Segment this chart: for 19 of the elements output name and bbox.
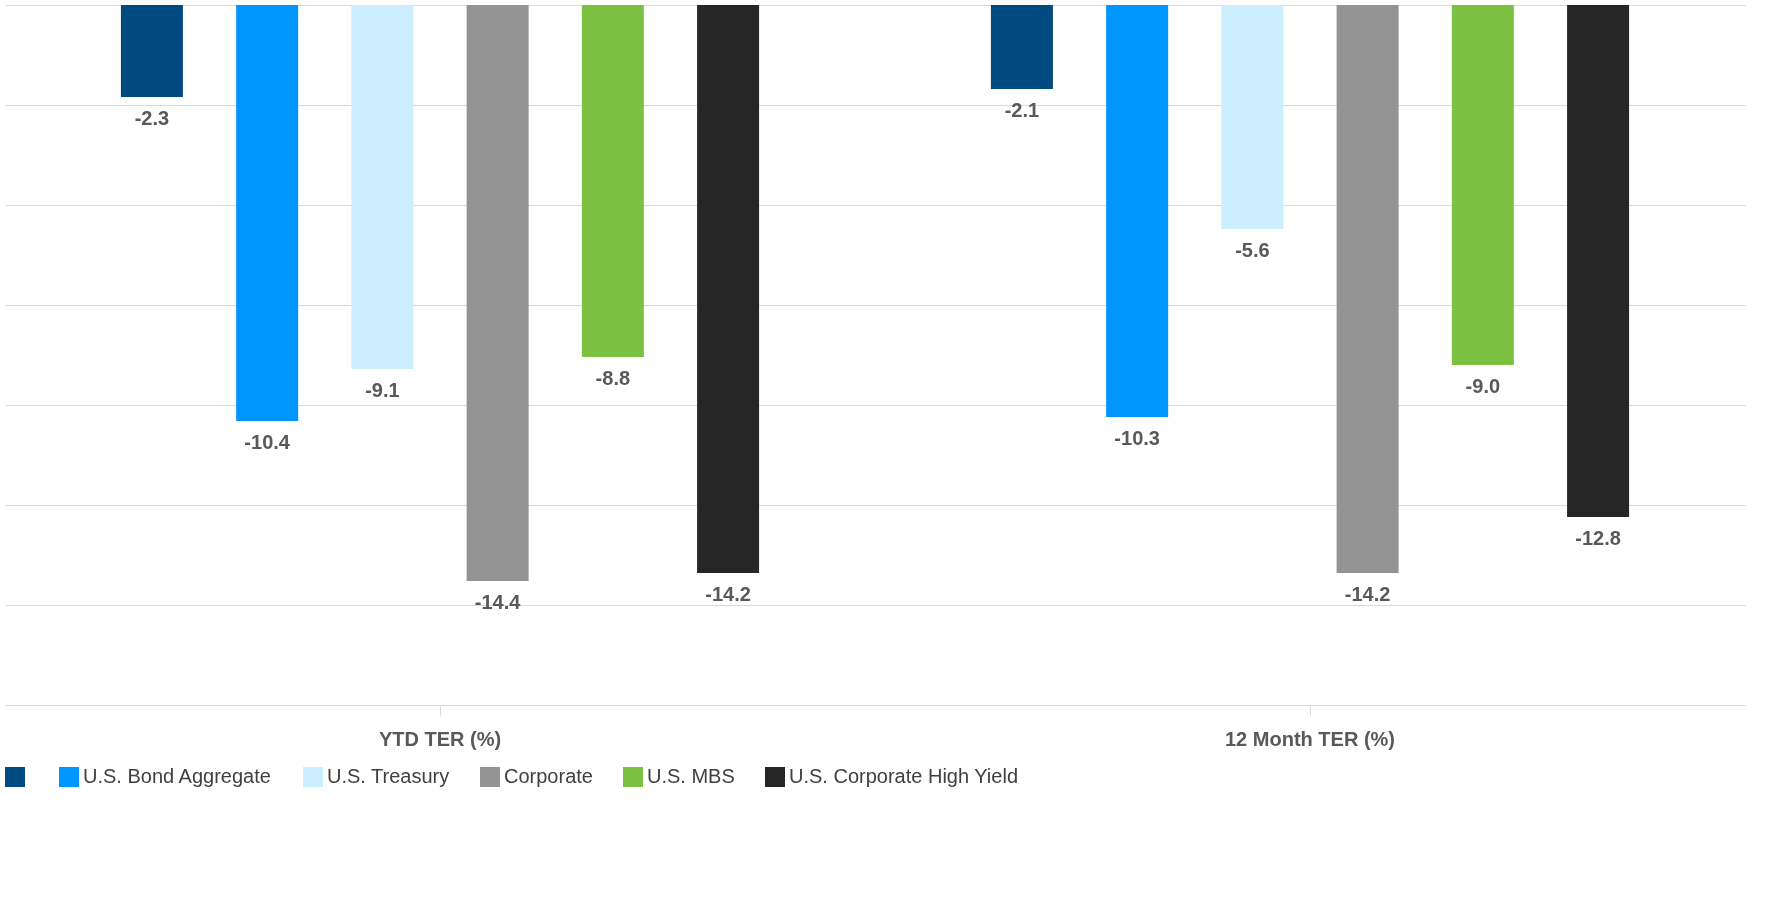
data-label: -10.4 bbox=[244, 431, 291, 453]
data-label: -2.3 bbox=[134, 107, 170, 129]
data-label: -12.8 bbox=[1575, 527, 1621, 549]
legend-label: U.S. MBS bbox=[647, 765, 735, 787]
data-label: -14.4 bbox=[474, 591, 522, 613]
data-label: -8.8 bbox=[595, 367, 631, 389]
data-label: -10.3 bbox=[1114, 427, 1160, 449]
legend-label: U.S. Bond Aggregate bbox=[83, 765, 271, 787]
legend-label: U.S. Treasury bbox=[327, 765, 450, 787]
data-label: -2.1 bbox=[1004, 99, 1040, 121]
data-label: -14.2 bbox=[1344, 583, 1391, 605]
data-label: -9.0 bbox=[1465, 375, 1501, 397]
x-tick-label: 12 Month TER (%) bbox=[1225, 727, 1395, 750]
x-tick-label: YTD TER (%) bbox=[378, 727, 502, 750]
data-label: -5.6 bbox=[1235, 239, 1270, 261]
legend-label: Corporate bbox=[504, 765, 593, 787]
legend-label: U.S. Corporate High Yield bbox=[789, 765, 1019, 787]
data-label: -14.2 bbox=[705, 583, 751, 605]
data-label: -9.1 bbox=[365, 379, 400, 401]
